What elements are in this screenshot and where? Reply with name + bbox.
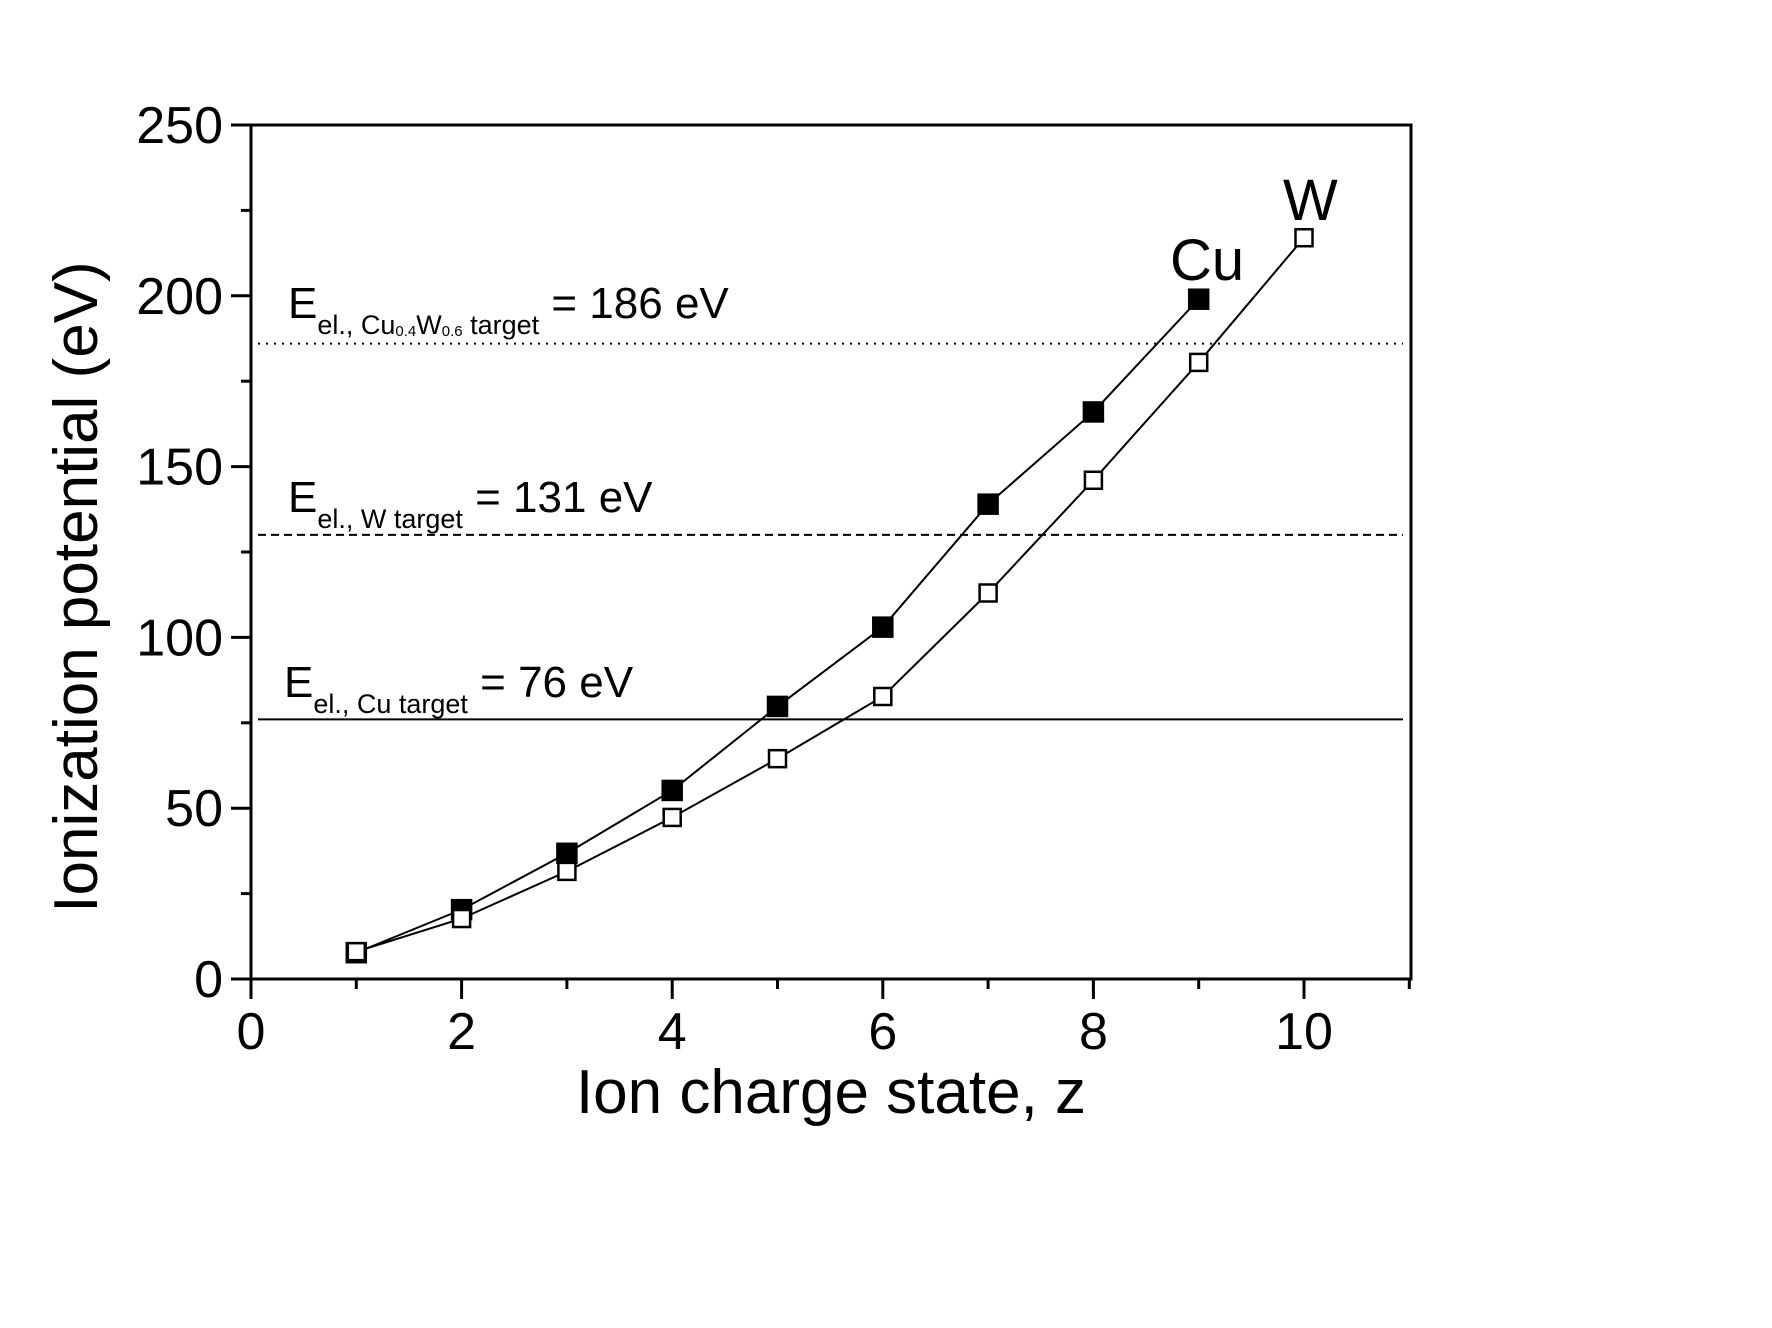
data-point-w: [557, 861, 577, 882]
data-point-cu: [872, 616, 894, 638]
data-point-cu: [766, 695, 789, 718]
data-point-w: [978, 583, 998, 603]
data-point-w: [346, 941, 367, 962]
series-line-cu: [355, 298, 1200, 954]
reference-line-labels: Eel., Cu0.4W0.6 target = 186 eV Eel., W …: [284, 279, 729, 719]
y-tick-label: 250: [136, 97, 223, 155]
data-point-cu: [556, 842, 578, 865]
x-tick-label: 2: [447, 1003, 476, 1061]
x-axis-title: Ion charge state, z: [576, 1058, 1086, 1127]
data-point-cu: [1187, 288, 1210, 310]
data-point-w: [873, 686, 893, 707]
data-series: [345, 227, 1314, 964]
hline-label-cu: Eel., Cu target = 76 eV: [284, 658, 634, 719]
y-tick-label: 100: [136, 609, 223, 667]
data-point-w: [767, 748, 788, 769]
x-tick-label: 4: [658, 1003, 687, 1061]
data-point-w: [451, 908, 472, 929]
data-point-cu: [661, 779, 683, 802]
series-line-w: [355, 237, 1305, 953]
y-tick-label: 50: [165, 780, 223, 838]
data-point-cu: [1082, 401, 1105, 423]
y-tick-label: 200: [136, 268, 223, 326]
y-axis-title: Ionization potential (eV): [42, 261, 111, 912]
data-point-w: [1294, 227, 1314, 248]
y-tick-label: 0: [194, 951, 223, 1009]
hline-label-w: Eel., W target = 131 eV: [288, 473, 653, 534]
y-tick-label: 150: [136, 439, 223, 497]
data-point-w: [1083, 470, 1104, 491]
data-point-cu: [977, 493, 999, 515]
x-tick-label: 6: [868, 1003, 897, 1061]
x-tick-label: 8: [1079, 1003, 1108, 1061]
data-point-w: [662, 807, 682, 828]
x-tick-label: 10: [1275, 1003, 1333, 1061]
x-tick-label: 0: [237, 1003, 266, 1061]
data-point-w: [1188, 352, 1209, 373]
reference-lines: [258, 342, 1403, 721]
series-label-cu: Cu: [1170, 228, 1244, 293]
series-label-w: W: [1283, 168, 1338, 233]
hline-label-cuw: Eel., Cu0.4W0.6 target = 186 eV: [288, 279, 729, 340]
